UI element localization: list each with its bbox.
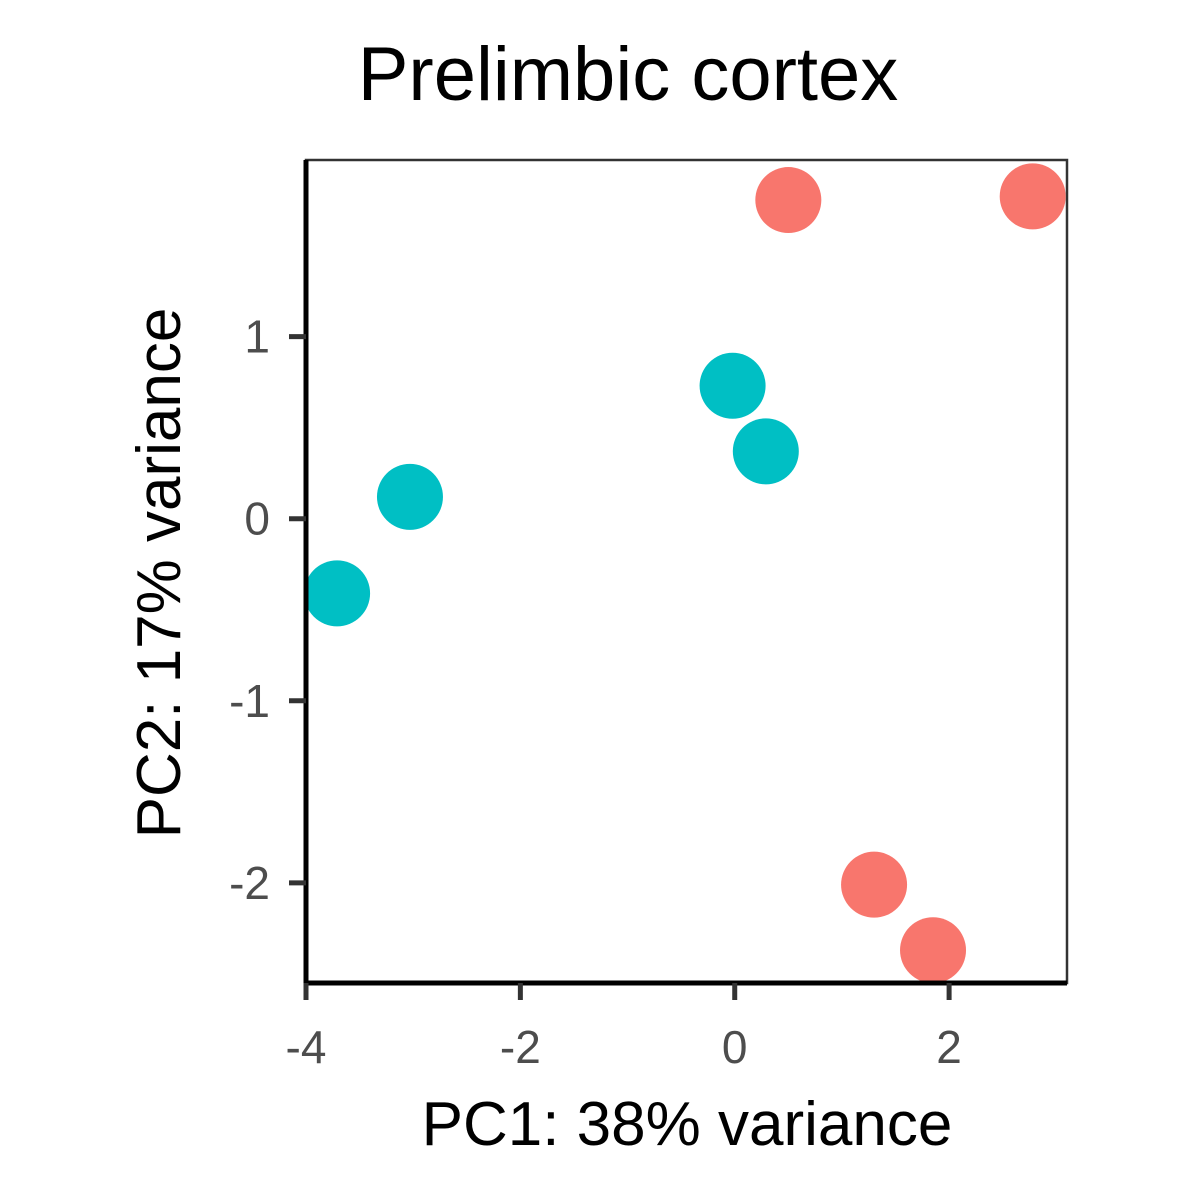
x-tick-label: 2 — [936, 1021, 962, 1073]
data-point — [376, 463, 443, 530]
x-tick-label: -4 — [286, 1021, 327, 1073]
y-axis: -2 -1 0 1 — [229, 160, 309, 983]
x-tick-label: -2 — [500, 1021, 541, 1073]
y-axis-title: PC2: 17% variance — [125, 308, 194, 839]
x-tick-label: 0 — [722, 1021, 748, 1073]
data-point — [304, 560, 371, 627]
y-tick-label: -2 — [229, 857, 270, 909]
data-point — [732, 418, 799, 485]
data-point — [755, 167, 822, 234]
y-tick-label: 1 — [244, 311, 270, 363]
data-point — [699, 352, 766, 419]
y-tick-label: -1 — [229, 675, 270, 727]
x-axis-title: PC1: 38% variance — [422, 1090, 953, 1159]
data-point — [999, 163, 1066, 230]
plot-border — [304, 158, 1069, 985]
y-tick-label: 0 — [244, 493, 270, 545]
data-point — [841, 851, 908, 918]
data-point — [900, 917, 967, 984]
chart-title: Prelimbic cortex — [358, 32, 899, 117]
x-axis: -4 -2 0 2 — [286, 980, 1067, 1073]
data-points — [304, 163, 1066, 984]
plot-panel — [304, 158, 1069, 985]
